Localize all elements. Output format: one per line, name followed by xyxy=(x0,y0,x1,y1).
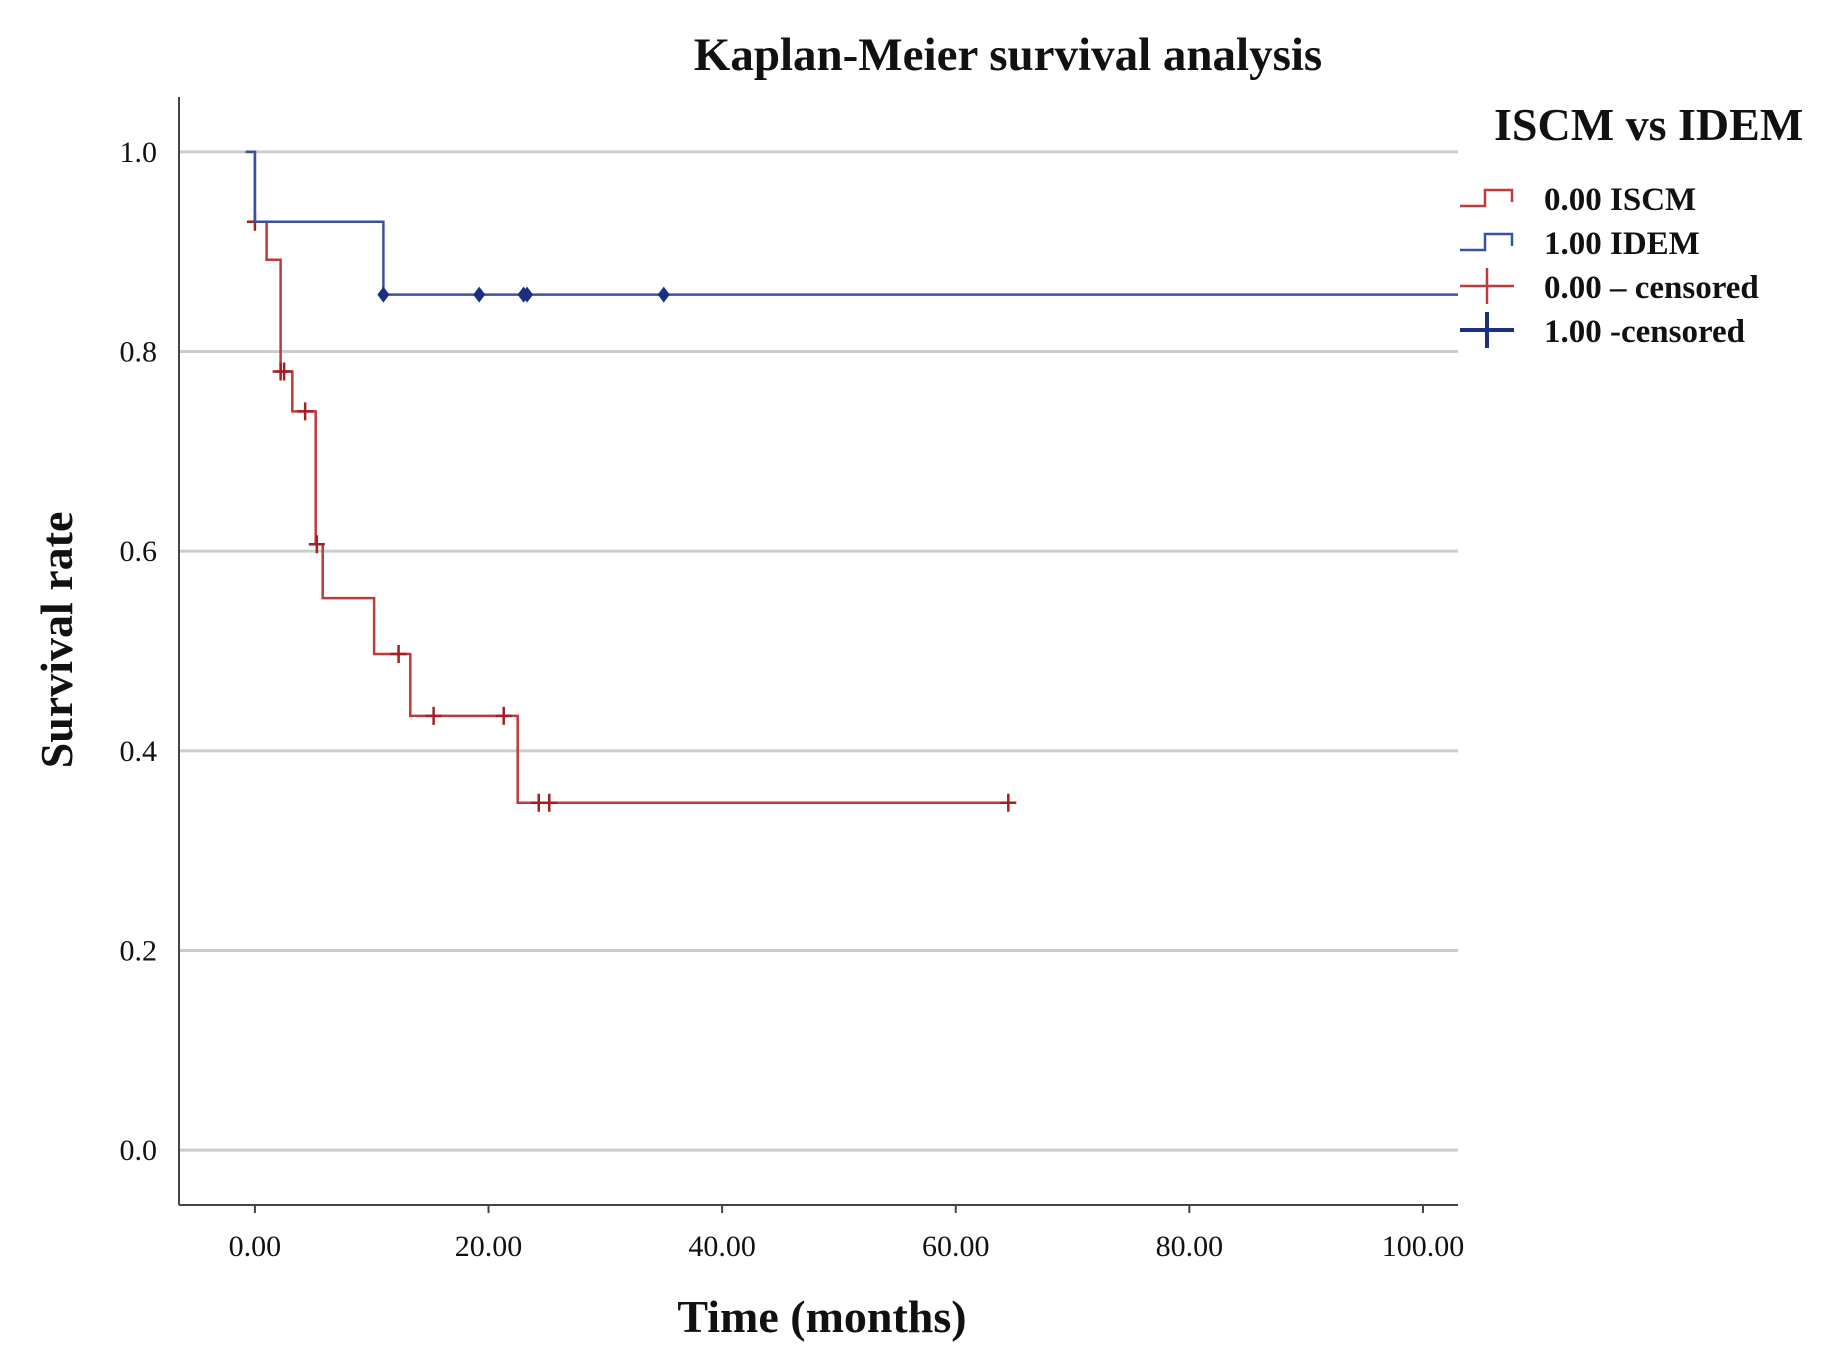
y-axis-label: Survival rate xyxy=(31,512,82,769)
idem-censor-mark xyxy=(657,286,670,303)
x-tick-label: 80.00 xyxy=(1156,1230,1224,1263)
legend-label: 0.00 ISCM xyxy=(1544,182,1696,218)
legend-item-1: 1.00 IDEM xyxy=(1460,226,1700,262)
x-tick-label: 100.00 xyxy=(1382,1230,1465,1263)
iscm-censor-mark xyxy=(276,362,293,381)
y-tick-label: 0.2 xyxy=(120,934,158,967)
series-layer xyxy=(245,150,1458,812)
censor-cross xyxy=(308,535,325,554)
censor-diamond xyxy=(657,286,670,303)
legend-item-2: 0.00 – censored xyxy=(1460,268,1759,306)
censor-cross xyxy=(390,644,407,663)
legend-step-swatch xyxy=(1460,188,1514,208)
legend-title: ISCM vs IDEM xyxy=(1494,99,1803,150)
iscm-censor-mark xyxy=(425,706,442,725)
iscm-censor-mark xyxy=(308,535,325,554)
idem-censor-mark xyxy=(473,286,486,303)
censor-cross xyxy=(541,793,558,812)
grid-lines xyxy=(179,150,1458,1152)
censor-diamond xyxy=(377,286,390,303)
legend: ISCM vs IDEM 0.00 ISCM 1.00 IDEM 0.00 – ce… xyxy=(1460,99,1803,350)
legend-label: 0.00 – censored xyxy=(1544,270,1759,306)
y-tick-label: 0.6 xyxy=(120,535,158,568)
y-tick-label: 0.4 xyxy=(120,735,158,768)
x-tick-label: 60.00 xyxy=(922,1230,990,1263)
iscm-censor-mark xyxy=(1000,793,1017,812)
x-axis-ticks: 0.00 20.00 40.00 60.00 80.00 100.00 xyxy=(229,1205,1465,1263)
y-tick-label: 1.0 xyxy=(120,136,158,169)
y-tick-label: 0.8 xyxy=(120,336,158,369)
iscm-censor-mark xyxy=(541,793,558,812)
legend-label: 1.00 IDEM xyxy=(1544,226,1700,262)
censor-cross xyxy=(495,706,512,725)
chart-title: Kaplan-Meier survival analysis xyxy=(694,29,1322,81)
legend-censor-swatch xyxy=(1460,268,1514,304)
x-tick-label: 0.00 xyxy=(229,1230,282,1263)
y-axis-ticks: 0.0 0.2 0.4 0.6 0.8 1.0 xyxy=(120,136,158,1167)
iscm-censor-mark xyxy=(297,402,314,421)
censor-cross xyxy=(276,362,293,381)
legend-label: 1.00 -censored xyxy=(1544,314,1745,350)
x-tick-label: 20.00 xyxy=(455,1230,523,1263)
x-axis-label: Time (months) xyxy=(677,1291,966,1342)
x-tick-label: 40.00 xyxy=(688,1230,756,1263)
iscm-censor-mark xyxy=(390,644,407,663)
legend-censor-swatch xyxy=(1460,312,1514,348)
legend-items: 0.00 ISCM 1.00 IDEM 0.00 – censored 1.00 -c… xyxy=(1460,182,1759,350)
censor-cross xyxy=(425,706,442,725)
idem-survival-curve xyxy=(245,150,1458,296)
idem-censor-mark xyxy=(377,286,390,303)
censor-diamond xyxy=(473,286,486,303)
censor-diamond xyxy=(521,286,534,303)
legend-item-0: 0.00 ISCM xyxy=(1460,182,1696,218)
censor-cross xyxy=(297,402,314,421)
y-tick-label: 0.0 xyxy=(120,1134,158,1167)
iscm-censor-mark xyxy=(495,706,512,725)
idem-censor-mark xyxy=(521,286,534,303)
legend-item-3: 1.00 -censored xyxy=(1460,312,1745,350)
legend-step-swatch xyxy=(1460,232,1514,252)
censor-cross xyxy=(1000,793,1017,812)
iscm-survival-curve xyxy=(249,150,1009,804)
